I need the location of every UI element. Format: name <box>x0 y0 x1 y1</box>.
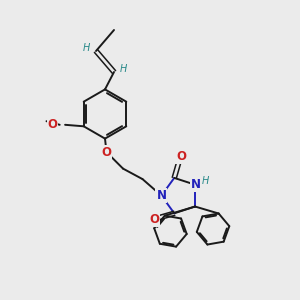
Text: H: H <box>83 43 90 53</box>
Text: O: O <box>176 150 186 164</box>
Text: O: O <box>47 118 58 131</box>
Text: H: H <box>120 64 128 74</box>
Text: O: O <box>101 146 112 159</box>
Text: O: O <box>149 213 159 226</box>
Text: N: N <box>190 178 201 191</box>
Text: N: N <box>156 189 167 202</box>
Text: H: H <box>202 176 209 186</box>
